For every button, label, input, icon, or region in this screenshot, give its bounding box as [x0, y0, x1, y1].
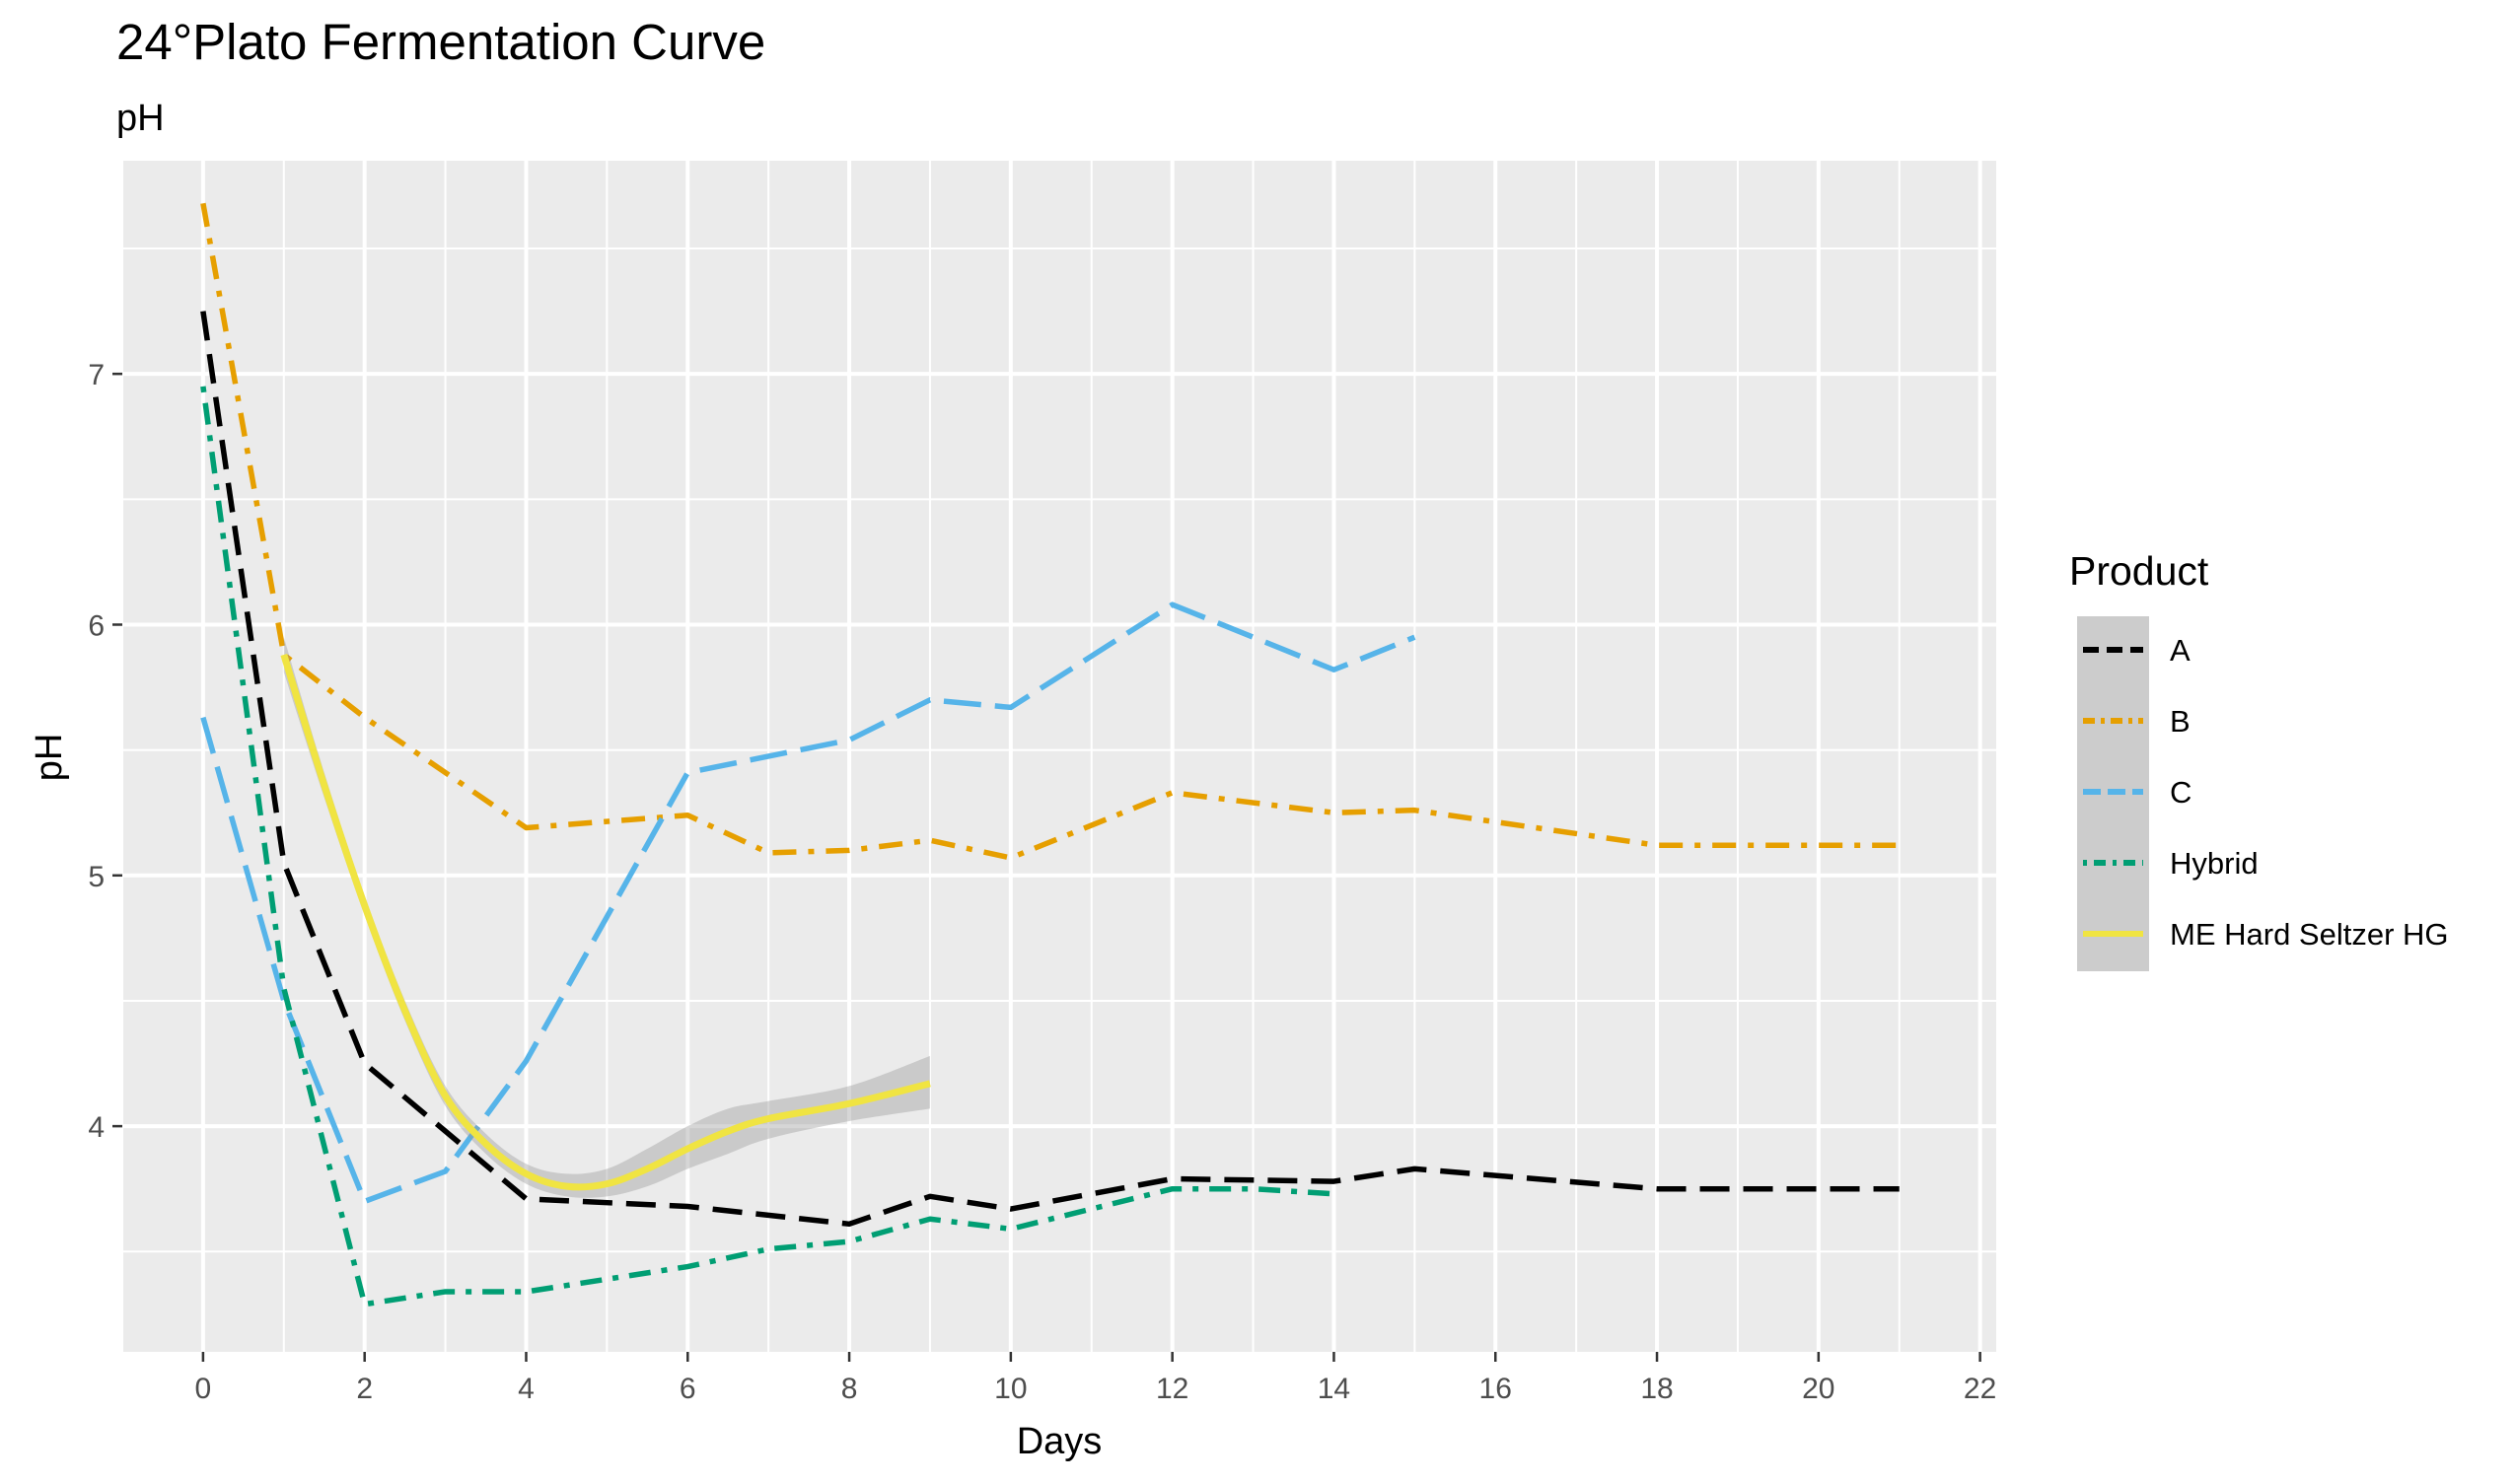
legend-label: C: [2170, 775, 2192, 810]
legend-item-a: A: [2077, 616, 2191, 687]
x-tick-label: 6: [680, 1373, 696, 1405]
legend-items: A B C Hybrid ME Hard Seltzer HG: [2077, 616, 2449, 971]
y-tick-label: 5: [88, 861, 105, 893]
series-a-line: [200, 311, 1900, 1228]
legend-item-hybrid: Hybrid: [2077, 829, 2259, 900]
x-tick-label: 10: [994, 1373, 1027, 1405]
legend-label: B: [2170, 704, 2191, 739]
y-tick-label: 4: [88, 1111, 105, 1144]
x-tick-label: 20: [1802, 1373, 1834, 1405]
y-axis-title: pH: [29, 734, 70, 782]
y-tick-label: 6: [88, 609, 105, 642]
series-c-line: [200, 601, 1416, 1205]
series-b-line: [200, 202, 1900, 861]
grid-major: [122, 161, 1996, 1352]
grid-minor: [121, 161, 1996, 1352]
x-tick-label: 0: [195, 1373, 212, 1405]
x-tick-label: 2: [356, 1373, 373, 1405]
y-tick-label: 7: [88, 359, 105, 391]
series-me-hard-seltzer-hg-line: [280, 653, 931, 1191]
series-layer: [200, 202, 1900, 1307]
x-tick-label: 14: [1318, 1373, 1350, 1405]
x-tick-label: 16: [1479, 1373, 1512, 1405]
x-tick-label: 4: [518, 1373, 535, 1405]
series-hybrid-line: [200, 386, 1334, 1307]
legend: Product A B C Hybrid ME Hard Seltzer HG: [2069, 548, 2449, 971]
x-axis-title: Days: [1017, 1421, 1103, 1462]
chart-subtitle: pH: [116, 98, 165, 139]
x-tick-label: 22: [1964, 1373, 1996, 1405]
x-tick-label: 8: [841, 1373, 858, 1405]
legend-label: ME Hard Seltzer HG: [2170, 917, 2449, 952]
legend-title: Product: [2069, 548, 2209, 594]
legend-item-me-hard-seltzer-hg: ME Hard Seltzer HG: [2077, 900, 2449, 971]
legend-label: A: [2170, 633, 2191, 668]
plot-panel: [122, 161, 1996, 1352]
legend-item-c: C: [2077, 758, 2192, 829]
axis-ticks: 0 2 4 6 8 10 12 14 16 18 20 22 4 5 6 7: [88, 359, 1996, 1405]
x-tick-label: 12: [1156, 1373, 1188, 1405]
legend-item-b: B: [2077, 687, 2191, 758]
chart-title: 24°Plato Fermentation Curve: [116, 14, 765, 70]
x-tick-label: 18: [1640, 1373, 1673, 1405]
legend-label: Hybrid: [2170, 846, 2259, 881]
